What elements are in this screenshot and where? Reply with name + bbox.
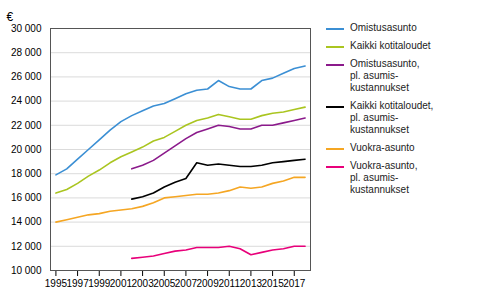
svg-text:16 000: 16 000 (11, 192, 42, 203)
svg-text:2009: 2009 (196, 278, 219, 289)
svg-text:2007: 2007 (175, 278, 198, 289)
svg-text:2011: 2011 (218, 278, 240, 289)
svg-text:2017: 2017 (283, 278, 306, 289)
html-text:Kaikki kotitaloudet, pl. asumi: Kaikki kotitaloudet, pl. asumis- kustann… (350, 100, 434, 135)
svg-text:1997: 1997 (66, 278, 89, 289)
svg-text:18 000: 18 000 (11, 168, 42, 179)
svg-text:20 000: 20 000 (11, 144, 42, 155)
svg-text:14 000: 14 000 (11, 216, 42, 227)
svg-text:2005: 2005 (153, 278, 176, 289)
svg-text:26 000: 26 000 (11, 71, 42, 82)
svg-text:2013: 2013 (240, 278, 263, 289)
html-text:Vuokra-asunto, pl. asumis- kus: Vuokra-asunto, pl. asumis- kustannukset (350, 160, 418, 195)
svg-text:22 000: 22 000 (11, 120, 42, 131)
svg-text:10 000: 10 000 (11, 265, 42, 276)
html-text:Omistusasunto, pl. asumis- kus: Omistusasunto, pl. asumis- kustannukset (350, 58, 420, 93)
svg-text:2001: 2001 (110, 278, 133, 289)
html-text:Vuokra-asunto: Vuokra-asunto (350, 142, 415, 153)
svg-text:30 000: 30 000 (11, 23, 42, 34)
svg-text:2003: 2003 (131, 278, 154, 289)
svg-text:1999: 1999 (88, 278, 111, 289)
svg-text:12 000: 12 000 (11, 241, 42, 252)
svg-text:24 000: 24 000 (11, 95, 42, 106)
svg-text:2015: 2015 (261, 278, 284, 289)
svg-text:€: € (7, 10, 14, 24)
html-text:Omistusasunto: Omistusasunto (350, 22, 417, 33)
html-text:Kaikki kotitaloudet: Kaikki kotitaloudet (350, 40, 431, 51)
svg-text:1995: 1995 (45, 278, 68, 289)
svg-text:28 000: 28 000 (11, 47, 42, 58)
